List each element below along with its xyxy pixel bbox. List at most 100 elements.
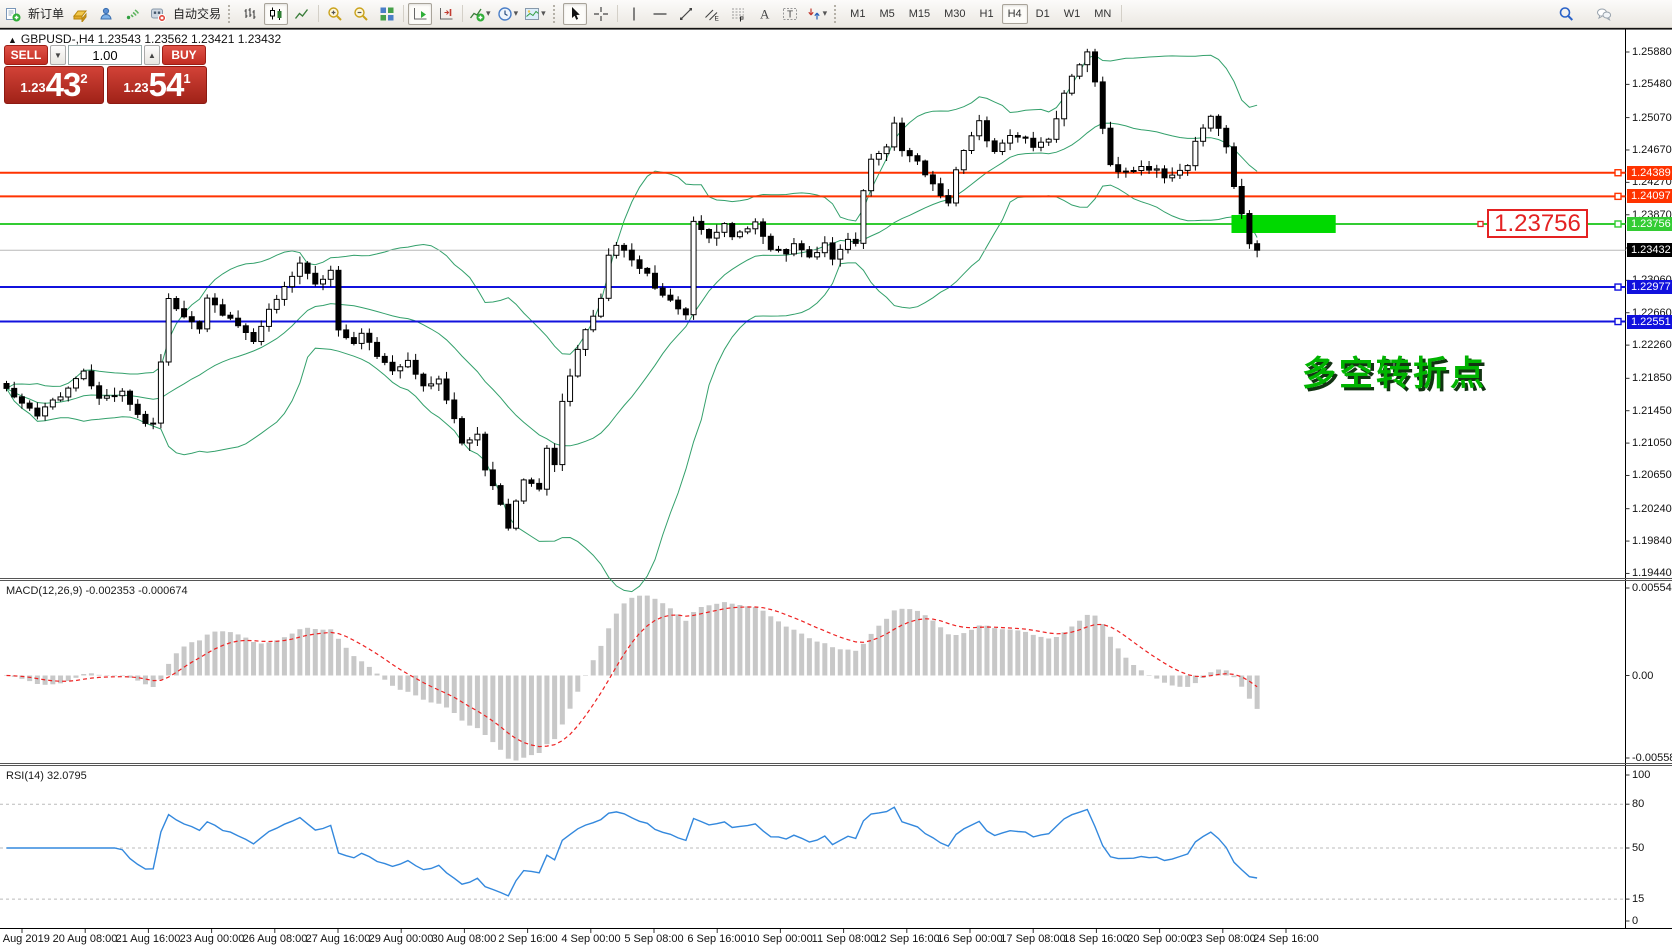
toolbar-grip[interactable] [834,4,839,23]
signals-icon [126,8,140,19]
arrows-button[interactable]: ▾ [804,3,830,25]
timeframe-m5[interactable]: M5 [879,7,895,20]
auto-scroll-button[interactable] [408,2,433,25]
callout-anchor[interactable] [1477,220,1484,228]
chart-shift-button[interactable] [434,3,458,25]
text-button[interactable]: A [752,3,776,25]
horizontal-line-button[interactable] [648,3,672,25]
toolbar-separator [462,5,464,22]
buy-price-pip: 1 [183,71,191,86]
text-label-icon: T [782,7,797,20]
zoom-out-icon [354,6,368,21]
rsi-line [6,806,1258,897]
level-line-anchor[interactable] [1614,283,1622,291]
sell-button[interactable]: SELL [4,45,48,65]
autotrading-button[interactable] [146,3,170,25]
toolbar-separator [616,5,618,22]
toolbar-separator [1121,5,1123,22]
sell-price-pip: 2 [80,71,88,86]
market-history-button[interactable] [68,3,92,25]
fibonacci-button[interactable]: F [726,3,750,25]
new-order-button[interactable] [1,3,25,25]
templates-icon [525,7,540,20]
text-label-button[interactable]: T [778,3,802,25]
line-chart-mode-button[interactable] [290,3,314,25]
text-icon: A [760,6,770,21]
chevron-down-icon: ▾ [513,8,519,18]
trendline-button[interactable] [674,3,698,25]
timeframe-d1[interactable]: D1 [1035,7,1050,20]
buy-price-big: 54 [148,66,185,103]
chart-window-top-border [0,27,1672,30]
toolbar-separator [403,5,405,22]
mql5-community-button[interactable] [94,3,118,25]
zoom-out-button[interactable] [349,3,373,25]
level-line-anchor[interactable] [1614,169,1622,177]
zoom-in-button[interactable] [323,3,347,25]
bar-chart-mode-button[interactable] [238,3,262,25]
candlestick-chart-icon [270,7,282,20]
chevron-down-icon: ▾ [541,8,546,18]
chat-icon [1597,8,1612,21]
level-line-anchor[interactable] [1614,192,1622,201]
mql5-community-icon [100,7,112,19]
cursor-icon [571,6,580,20]
timeframe-m30[interactable]: M30 [944,7,966,20]
autotrading-icon [151,8,167,22]
timeframe-w1[interactable]: W1 [1063,7,1081,20]
timeframe-m1[interactable]: M1 [850,7,866,20]
buy-button[interactable]: BUY [162,45,206,65]
timeframe-m15[interactable]: M15 [908,7,931,20]
vertical-line-icon [632,7,635,20]
autotrading-label[interactable]: 自动交易 [173,7,222,21]
trendline-icon [679,7,692,20]
channel-icon: E [704,9,719,22]
indicators-button[interactable]: ▾ [467,3,493,25]
search-button[interactable] [1554,3,1578,25]
volume-input[interactable] [68,45,142,65]
toolbar-grip[interactable] [228,4,233,23]
vertical-line-button[interactable] [622,3,646,25]
bar-chart-icon [244,7,256,19]
chart-shift-icon [440,7,453,19]
new-order-icon [6,7,21,21]
cursor-button[interactable] [562,2,587,25]
signals-button[interactable] [120,3,144,25]
macd-histogram [4,595,1260,761]
macd-signal-line [6,606,1258,748]
crosshair-button[interactable] [589,3,613,25]
gold-book-icon [72,10,88,22]
volume-increase-button[interactable]: ▲ [144,45,160,65]
auto-scroll-icon [414,7,427,19]
chat-button[interactable] [1592,3,1616,25]
timeframe-h1[interactable]: H1 [979,7,994,20]
candlestick-mode-button[interactable] [264,2,289,25]
level-line-anchor[interactable] [1614,220,1622,228]
tile-windows-button[interactable] [375,3,399,25]
new-order-label[interactable]: 新订单 [28,7,65,21]
price-callout-box[interactable]: 1.23756 [1487,209,1588,238]
bollinger-upper-band [6,54,1258,389]
timeframe-h4[interactable]: H4 [1001,3,1028,24]
bollinger-middle-band [6,122,1258,447]
templates-button[interactable]: ▾ [522,3,548,25]
zoom-in-icon [328,6,342,21]
volume-decrease-button[interactable]: ▼ [50,45,66,65]
periods-button[interactable]: ▾ [495,3,521,25]
toolbar-grip[interactable] [552,4,558,23]
timeframe-mn[interactable]: MN [1094,7,1112,20]
level-line-anchor[interactable] [1614,317,1622,326]
crosshair-icon [593,6,608,21]
svg-text:E: E [714,15,719,22]
equidistant-channel-button[interactable]: E [700,3,724,25]
buy-price-button[interactable]: 1.23 54 1 [107,66,207,104]
sell-price-button[interactable]: 1.23 43 2 [4,66,104,104]
annotation-text[interactable]: 多空转折点 [1302,355,1487,393]
search-icon [1559,6,1574,21]
periods-clock-icon [497,6,512,21]
highlight-zone-box[interactable] [1231,214,1336,233]
toolbar-separator [318,5,320,22]
sell-price-prefix: 1.23 [20,80,46,95]
